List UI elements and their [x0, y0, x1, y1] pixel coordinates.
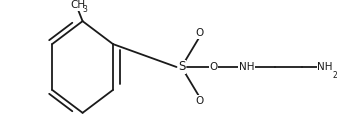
Text: O: O: [210, 62, 218, 72]
Text: 3: 3: [82, 5, 87, 14]
Text: CH: CH: [70, 1, 85, 10]
Text: O: O: [195, 28, 203, 38]
Text: 2: 2: [333, 71, 337, 80]
Text: S: S: [178, 61, 186, 73]
Text: O: O: [195, 96, 203, 106]
Text: NH: NH: [239, 62, 254, 72]
Text: NH: NH: [317, 62, 333, 72]
